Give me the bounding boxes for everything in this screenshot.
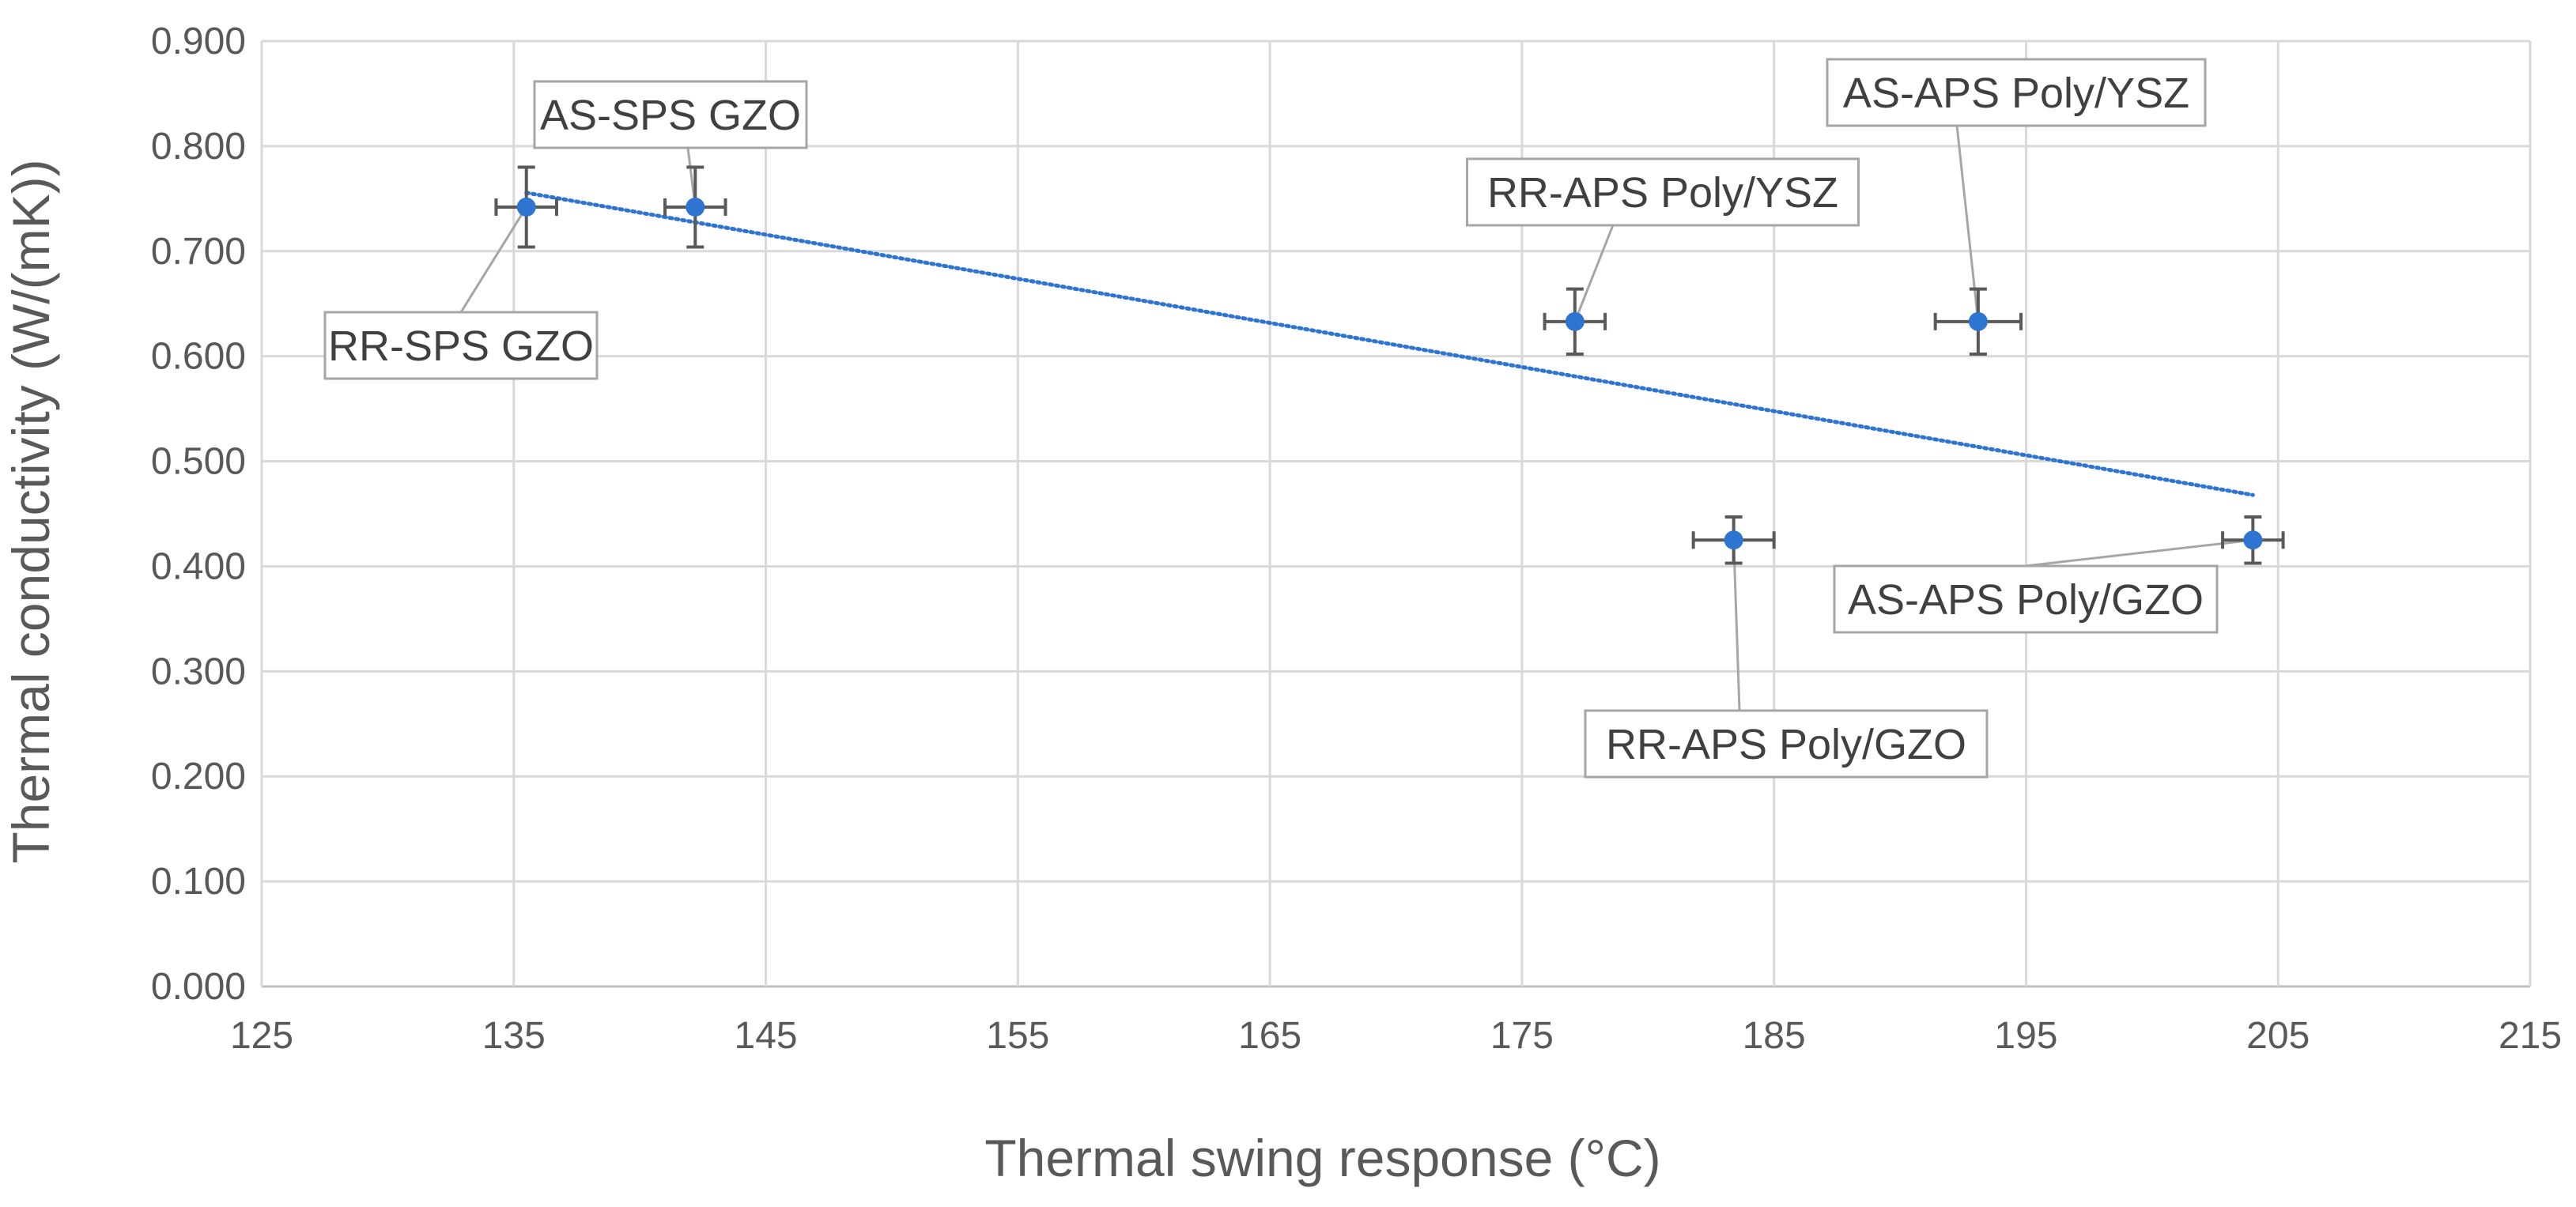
grid-layer: [260, 40, 2532, 988]
x-tick-label: 125: [230, 1015, 293, 1057]
tick-label-layer: 0.000 0.100 0.200 0.300 0.400 0.500 0.600 0.700…: [151, 21, 2562, 1057]
trendline-layer: [524, 190, 2255, 497]
annotation-box: [1833, 564, 2219, 634]
leader-line: [2025, 538, 2253, 568]
y-tick-label: 0.800: [151, 126, 246, 168]
leader-line: [459, 206, 527, 313]
x-tick-label: 215: [2499, 1015, 2562, 1057]
y-tick-label: 0.600: [151, 336, 246, 378]
point-layer: [494, 165, 2285, 565]
annotation-layer: RR-SPS GZO AS-SPS GZO RR-APS Poly/YSZ AS-AP…: [323, 58, 2219, 779]
annotation-box: [323, 311, 599, 380]
annotation-box: [533, 80, 808, 149]
data-label: RR-APS Poly/GZO: [1606, 721, 1966, 768]
y-tick-label: 0.500: [151, 441, 246, 483]
y-tick-label: 0.700: [151, 231, 246, 273]
y-tick-label: 0.100: [151, 861, 246, 903]
data-label: AS-SPS GZO: [540, 92, 801, 139]
data-label: RR-SPS GZO: [328, 322, 594, 370]
x-axis-title: Thermal swing response (°C): [984, 1129, 1660, 1187]
x-tick-label: 185: [1743, 1015, 1806, 1057]
y-tick-label: 0.300: [151, 651, 246, 692]
leader-line: [1955, 125, 1980, 322]
x-tick-label: 175: [1490, 1015, 1554, 1057]
data-point: [1565, 311, 1585, 331]
leader-line: [1732, 540, 1741, 711]
x-tick-label: 155: [986, 1015, 1049, 1057]
x-tick-label: 135: [482, 1015, 546, 1057]
x-tick-label: 195: [1994, 1015, 2057, 1057]
trendline: [524, 190, 2255, 497]
data-label: AS-APS Poly/GZO: [1848, 576, 2204, 624]
y-axis-title: Thermal conductivity (W/(mK)): [2, 159, 60, 863]
leader-line: [1573, 224, 1615, 322]
data-label: AS-APS Poly/YSZ: [1843, 70, 2189, 117]
y-tick-label: 0.400: [151, 545, 246, 587]
y-tick-label: 0.000: [151, 966, 246, 1008]
y-tick-label: 0.200: [151, 756, 246, 798]
annotation-box: [1466, 157, 1860, 227]
x-tick-label: 145: [735, 1015, 798, 1057]
data-point: [1968, 311, 1988, 331]
data-label: RR-APS Poly/YSZ: [1487, 169, 1838, 217]
annotation-box: [1584, 709, 1989, 779]
annotation-box: [1826, 58, 2207, 127]
x-tick-label: 165: [1238, 1015, 1301, 1057]
x-tick-label: 205: [2246, 1015, 2310, 1057]
data-point: [2243, 530, 2263, 550]
y-tick-label: 0.900: [151, 21, 246, 62]
data-point: [1724, 530, 1743, 550]
data-point: [686, 197, 705, 217]
data-point: [516, 197, 536, 217]
